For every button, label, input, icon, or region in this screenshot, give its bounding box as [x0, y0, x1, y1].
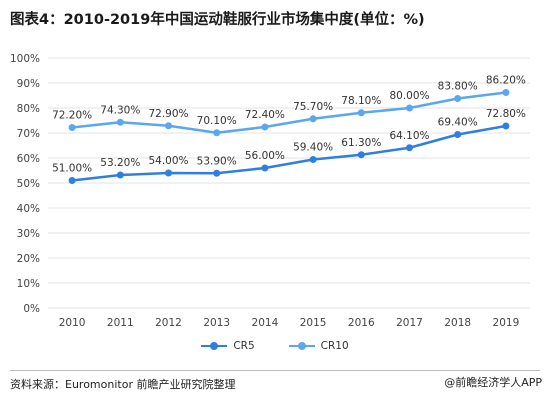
logo-text: @前瞻经济学人APP	[444, 376, 542, 389]
data-point-cr5[interactable]	[261, 164, 269, 172]
y-tick-label: 50%	[17, 178, 40, 190]
data-label-cr5: 64.10%	[389, 130, 429, 142]
data-label-cr5: 56.00%	[245, 150, 285, 162]
data-label-cr5: 53.20%	[100, 157, 140, 169]
gridlines	[48, 57, 530, 309]
y-tick-label: 10%	[17, 278, 40, 290]
legend-label-cr10: CR10	[320, 340, 349, 352]
data-label-cr10: 80.00%	[389, 90, 429, 102]
x-tick-label: 2014	[252, 317, 279, 329]
series-line-cr10	[71, 91, 507, 134]
y-tick-label: 60%	[17, 153, 40, 165]
x-tick-label: 2016	[348, 317, 375, 329]
legend-label-cr5: CR5	[233, 340, 255, 352]
data-point-cr10[interactable]	[213, 129, 221, 137]
y-tick-label: 70%	[17, 128, 40, 140]
data-label-cr5: 72.80%	[486, 108, 526, 120]
data-point-cr10[interactable]	[309, 115, 317, 123]
data-point-cr5[interactable]	[165, 169, 172, 177]
x-tick-label: 2010	[59, 317, 86, 329]
legend-item-cr10[interactable]: CR10	[288, 340, 349, 352]
publisher-logo[interactable]: @前瞻经济学人APP	[444, 374, 542, 390]
series-lines	[68, 89, 510, 184]
data-label-cr5: 51.00%	[52, 163, 92, 175]
y-tick-label: 80%	[17, 103, 40, 115]
x-tick-label: 2011	[107, 317, 134, 329]
y-tick-label: 90%	[17, 78, 40, 90]
data-label-cr10: 72.90%	[148, 108, 188, 120]
y-tick-label: 30%	[17, 228, 40, 240]
data-point-cr10[interactable]	[165, 122, 172, 130]
x-tick-label: 2015	[300, 317, 327, 329]
data-label-cr5: 53.90%	[197, 155, 237, 167]
y-tick-label: 0%	[23, 303, 40, 315]
y-tick-label: 20%	[17, 253, 40, 265]
data-point-cr10[interactable]	[68, 124, 76, 131]
data-label-cr10: 72.40%	[245, 109, 285, 121]
data-label-cr10: 72.20%	[52, 110, 92, 122]
chart-legend: CR5 CR10	[0, 340, 550, 352]
y-axis-ticks: 0% 10% 20% 30% 40% 50% 60% 70% 80% 90% 100%	[10, 53, 40, 315]
x-axis-ticks: 2010 2011 2012 2013 2014 2015 2016 2017 2018 2019	[59, 317, 520, 329]
x-tick-label: 2018	[444, 317, 471, 329]
source-note: 资料来源：Euromonitor 前瞻产业研究院整理	[10, 378, 236, 391]
data-point-cr5[interactable]	[116, 171, 124, 179]
data-point-cr10[interactable]	[406, 104, 413, 112]
x-tick-label: 2012	[155, 317, 182, 329]
data-point-cr10[interactable]	[357, 109, 365, 117]
y-tick-label: 100%	[10, 53, 40, 65]
x-tick-label: 2013	[203, 317, 230, 329]
data-label-cr10: 86.20%	[486, 75, 526, 87]
data-point-cr5[interactable]	[406, 144, 413, 152]
data-label-cr5: 59.40%	[293, 142, 333, 154]
data-point-cr5[interactable]	[309, 156, 317, 163]
data-point-cr5[interactable]	[357, 151, 365, 159]
data-point-cr5[interactable]	[213, 169, 221, 177]
data-label-cr10: 78.10%	[341, 95, 381, 107]
data-label-cr10: 70.10%	[197, 115, 237, 127]
data-point-cr5[interactable]	[502, 122, 510, 130]
data-label-cr10: 83.80%	[438, 81, 478, 93]
data-label-cr5: 69.40%	[438, 117, 478, 129]
series-line-cr5	[71, 124, 507, 182]
data-point-cr5[interactable]	[68, 177, 76, 184]
legend-item-cr5[interactable]: CR5	[201, 340, 255, 352]
x-tick-label: 2019	[493, 317, 520, 329]
data-point-cr10[interactable]	[116, 118, 124, 126]
chart-title: 图表4：2010-2019年中国运动鞋服行业市场集中度(单位：%)	[10, 12, 425, 28]
legend-swatch-cr5	[201, 342, 228, 350]
data-labels: 51.00% 53.20% 54.00% 53.90% 56.00% 59.40% 61.3…	[52, 75, 526, 175]
data-label-cr5: 54.00%	[148, 155, 188, 167]
data-point-cr5[interactable]	[454, 131, 462, 138]
data-label-cr10: 74.30%	[100, 104, 140, 116]
data-label-cr10: 75.70%	[293, 101, 333, 113]
line-chart: 0%10%20%30%40%50%60%70%80%90%100% 2010 20…	[10, 53, 530, 329]
footer-divider	[10, 370, 540, 371]
data-point-cr10[interactable]	[502, 89, 510, 96]
x-tick-label: 2017	[396, 317, 423, 329]
legend-swatch-cr10	[288, 342, 315, 350]
data-label-cr5: 61.30%	[341, 137, 381, 149]
y-tick-label: 40%	[17, 203, 40, 215]
data-point-cr10[interactable]	[261, 123, 269, 131]
data-point-cr10[interactable]	[454, 95, 462, 102]
